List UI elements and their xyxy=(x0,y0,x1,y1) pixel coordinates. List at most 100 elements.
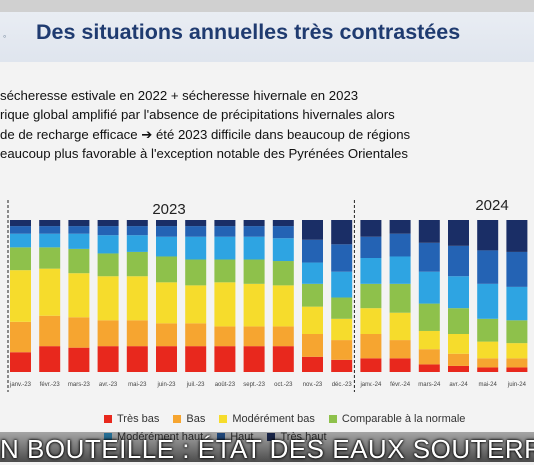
bar-segment xyxy=(506,320,528,344)
bar-segment xyxy=(156,236,177,257)
bar-segment xyxy=(10,233,31,248)
bar-segment xyxy=(243,220,265,227)
legend-item: Très bas xyxy=(104,413,159,425)
bar-segment xyxy=(360,220,382,237)
bar-segment xyxy=(506,367,528,372)
bar-segment xyxy=(272,220,294,227)
bar-segment xyxy=(39,247,61,269)
bar-segment xyxy=(302,262,323,284)
bar-segment xyxy=(272,238,294,262)
x-tick-label: mars-23 xyxy=(68,382,91,388)
bar-segment xyxy=(477,250,499,284)
x-tick-label: déc.-23 xyxy=(332,382,353,388)
bar-segment xyxy=(185,236,207,260)
x-tick-label: juin-23 xyxy=(156,382,176,388)
bar-segment xyxy=(10,352,31,372)
bar-segment xyxy=(506,220,528,252)
bar-segment xyxy=(302,220,323,240)
bar-segment xyxy=(272,226,294,239)
bar-segment xyxy=(418,330,440,350)
bar-segment xyxy=(448,308,469,334)
bar-segment xyxy=(97,346,119,372)
bar-segment xyxy=(331,359,353,372)
bar-segment xyxy=(214,236,236,260)
bar-segment xyxy=(389,340,411,359)
bar-segment xyxy=(389,220,411,234)
legend-label: Modérément bas xyxy=(232,413,315,425)
bar-segment xyxy=(418,364,440,372)
bar-segment xyxy=(360,358,382,372)
bullet-line: de de recharge efficace ➔ été 2023 diffi… xyxy=(0,126,411,142)
caption-overlay xyxy=(0,432,534,462)
x-tick-label: avr.-24 xyxy=(449,382,468,388)
bar-segment xyxy=(477,220,499,251)
bar-segment xyxy=(39,315,61,347)
bar-segment xyxy=(185,259,207,286)
x-tick-label: août-23 xyxy=(215,382,236,388)
bar-segment xyxy=(126,220,148,227)
bar-segment xyxy=(272,261,294,286)
bar-segment xyxy=(97,226,119,236)
legend-swatch xyxy=(173,415,182,423)
bar-segment xyxy=(331,318,353,341)
bullet-line: sécheresse estivale en 2022 + sécheresse… xyxy=(0,88,359,103)
bar-segment xyxy=(418,349,440,365)
bar-segment xyxy=(302,239,323,263)
bar-segment xyxy=(243,259,265,284)
x-tick-label: juin-24 xyxy=(507,382,527,388)
legend-item: Modérément bas xyxy=(219,413,315,425)
bar-segment xyxy=(126,235,148,252)
bar-segment xyxy=(506,358,528,368)
x-tick-label: nov.-23 xyxy=(303,382,323,388)
bar-segment xyxy=(214,226,236,237)
year-label: 2023 xyxy=(152,201,185,218)
bar-segment xyxy=(68,347,90,372)
bar-segment xyxy=(360,258,382,284)
x-tick-label: mai-23 xyxy=(128,382,147,388)
bar-segment xyxy=(331,244,353,272)
bar-segment xyxy=(243,236,265,260)
bullet-line: eaucoup plus favorable à l'exception not… xyxy=(0,145,408,161)
bar-segment xyxy=(185,285,207,324)
bar-segment xyxy=(418,271,440,304)
bar-segment xyxy=(448,365,469,372)
x-tick-label: sept.-23 xyxy=(243,382,265,388)
bar-segment xyxy=(126,346,148,372)
bar-segment xyxy=(477,283,499,319)
bar-segment xyxy=(156,220,177,227)
bar-segment xyxy=(389,358,411,372)
bar-segment xyxy=(389,283,411,313)
bar-segment xyxy=(68,226,90,234)
bar-segment xyxy=(68,233,90,249)
bar-segment xyxy=(418,303,440,331)
bar-segment xyxy=(39,220,61,227)
bullet-list: sécheresse estivale en 2022 + sécheresse… xyxy=(0,86,410,163)
bar-segment xyxy=(156,323,177,347)
bar-segment xyxy=(156,346,177,372)
bar-segment xyxy=(360,236,382,258)
bar-segment xyxy=(302,356,323,372)
bar-segment xyxy=(126,251,148,277)
bar-segment xyxy=(243,346,265,372)
bar-segment xyxy=(97,235,119,254)
bar-segment xyxy=(448,353,469,366)
bar-segment xyxy=(272,285,294,327)
legend-item: Bas xyxy=(173,413,205,425)
bar-segment xyxy=(360,308,382,334)
legend-swatch xyxy=(219,415,228,423)
legend-label: Très bas xyxy=(117,413,160,425)
legend-label: Bas xyxy=(186,413,206,425)
legend-item: Comparable à la normale xyxy=(328,413,466,425)
bar-segment xyxy=(243,326,265,347)
bar-segment xyxy=(331,297,353,319)
bar-segment xyxy=(302,334,323,357)
bar-segment xyxy=(302,283,323,307)
x-tick-label: mars-24 xyxy=(418,382,441,388)
bar-segment xyxy=(506,286,528,321)
caption-text: N BOUTEILLE : ÉTAT DES EAUX SOUTERR xyxy=(0,434,534,464)
x-tick-label: févr.-24 xyxy=(390,382,411,388)
bar-segment xyxy=(10,247,31,271)
top-frame xyxy=(0,0,534,12)
bar-segment xyxy=(243,226,265,237)
legend-label: Comparable à la normale xyxy=(341,413,466,425)
